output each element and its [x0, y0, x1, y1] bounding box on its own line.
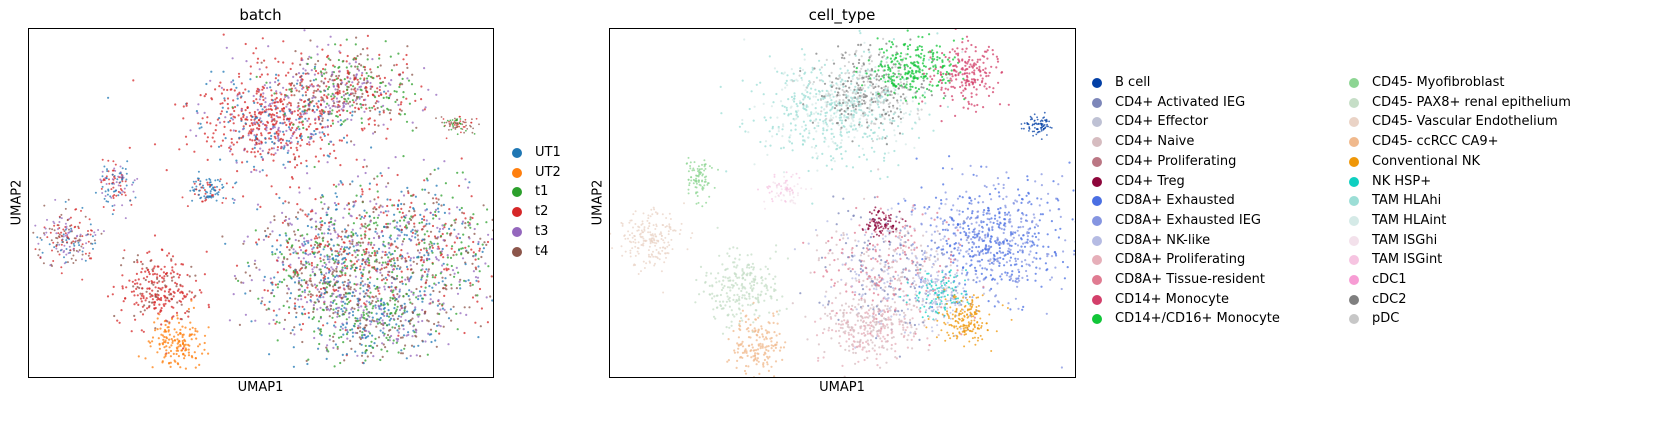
batch-legend-marker	[512, 187, 522, 198]
cell-type-legend-marker	[1092, 235, 1102, 246]
batch-cluster-point-group	[32, 198, 126, 281]
batch-legend-marker	[512, 246, 522, 257]
batch-legend-label: t3	[535, 223, 549, 239]
batch-cluster-point-group	[181, 170, 238, 208]
batch-legend-marker	[512, 207, 522, 218]
cell-type-x-axis-label: UMAP1	[819, 380, 865, 395]
cell-type-legend-label: CD45- ccRCC CA9+	[1372, 134, 1499, 150]
cell-type-legend-marker	[1092, 176, 1102, 187]
batch-cluster-point-group	[242, 129, 493, 357]
cell-type-legend-marker	[1092, 294, 1102, 305]
batch-legend: UT1 UT2 t1 t2 t3 t4	[512, 143, 592, 263]
batch-legend-label: t2	[535, 204, 549, 220]
cell-type-scatter-panel	[609, 28, 1076, 378]
cell-type-legend-marker	[1092, 137, 1102, 148]
cell-type-legend-label: CD8A+ Proliferating	[1115, 252, 1246, 268]
cell-type-legend-marker	[1349, 156, 1359, 167]
batch-y-axis-label: UMAP2	[9, 179, 25, 226]
batch-cluster-point-group	[435, 115, 480, 140]
batch-cluster-point-group	[94, 158, 139, 220]
cell-type-cluster-point-group	[1020, 111, 1053, 140]
cell-type-legend-label: CD4+ Activated IEG	[1115, 94, 1246, 110]
batch-legend-label: t4	[535, 243, 549, 259]
cell-type-legend-label: TAM ISGint	[1372, 252, 1443, 268]
cell-type-legend-marker	[1349, 314, 1359, 325]
batch-legend-label: UT2	[535, 164, 561, 180]
cell-type-legend-label: CD45- Myofibroblast	[1372, 75, 1505, 90]
cell-type-legend-label: CD45- Vascular Endothelium	[1372, 114, 1558, 130]
cell-type-legend-marker	[1349, 97, 1359, 108]
cell-type-legend-label: CD8A+ Tissue-resident	[1115, 272, 1265, 287]
cell-type-legend-marker	[1092, 78, 1102, 88]
cell-type-legend-marker	[1349, 196, 1359, 207]
cell-type-legend-marker	[1349, 78, 1359, 88]
cell-type-legend-label: NK HSP+	[1372, 173, 1432, 189]
cell-type-cluster-point-group	[897, 155, 1075, 369]
cell-type-legend-label: CD4+ Proliferating	[1115, 153, 1237, 169]
cell-type-legend-marker	[1092, 314, 1102, 325]
batch-cluster-point-group	[89, 234, 211, 355]
cell-type-legend-label: CD4+ Naive	[1115, 134, 1195, 150]
batch-legend-marker	[512, 226, 522, 237]
cell-type-legend-label: CD14+/CD16+ Monocyte	[1115, 311, 1280, 327]
cell-type-legend-label: CD45- PAX8+ renal epithelium	[1372, 94, 1571, 110]
cell-type-legend-marker	[1092, 255, 1102, 266]
cell-type-legend-marker	[1349, 176, 1359, 187]
cell-type-legend-marker	[1092, 117, 1102, 128]
cell-type-legend-label: CD8A+ Exhausted	[1115, 193, 1235, 209]
cell-type-cluster-point-group	[694, 226, 789, 335]
cell-type-legend-label: CD4+ Treg	[1115, 173, 1185, 189]
cell-type-legend-label: cDC2	[1372, 291, 1407, 307]
cell-type-legend-marker	[1349, 235, 1359, 246]
cell-type-cluster-point-group	[925, 288, 1013, 352]
cell-type-legend-marker	[1349, 255, 1359, 266]
cell-type-scatter-svg	[610, 29, 1075, 377]
cell-type-cluster-point-group	[793, 168, 992, 358]
cell-type-y-axis-label: UMAP2	[590, 179, 606, 226]
batch-scatter-svg	[32, 29, 493, 370]
cell-type-legend-marker	[1349, 275, 1359, 285]
cell-type-legend-marker	[1349, 215, 1359, 226]
cell-type-cluster-point-group	[726, 301, 787, 377]
batch-legend-label: UT1	[535, 145, 561, 160]
cell-type-cluster-point-group	[855, 29, 966, 105]
cell-type-cluster-point-group	[719, 29, 964, 205]
batch-cluster-point-group	[297, 256, 468, 368]
batch-cluster-point-group	[137, 299, 210, 370]
cell-type-legend-label: CD14+ Monocyte	[1115, 291, 1229, 307]
cell-type-legend-label: pDC	[1372, 311, 1400, 327]
batch-scatter-panel	[28, 28, 494, 378]
cell-type-legend-label: CD8A+ NK-like	[1115, 232, 1211, 248]
cell-type-legend-label: CD8A+ Exhausted IEG	[1115, 212, 1262, 228]
cell-type-legend-marker	[1092, 156, 1102, 167]
cell-type-legend-label: B cell	[1115, 75, 1151, 90]
cell-type-legend-marker	[1349, 294, 1359, 305]
cell-type-legend-marker	[1092, 215, 1102, 226]
cell-type-cluster-point-group	[685, 156, 719, 208]
cell-type-cluster-point-group	[861, 206, 907, 245]
cell-type-legend-marker	[1349, 117, 1359, 128]
cell-type-legend-marker	[1092, 97, 1102, 108]
cell-type-title: cell_type	[808, 6, 876, 24]
cell-type-legend: B cell CD4+ Activated IEG CD4+ Effector CD4…	[1092, 73, 1657, 338]
cell-type-cluster-point-group	[791, 292, 936, 377]
batch-cluster-point-group	[231, 29, 438, 161]
cell-type-legend-marker	[1349, 137, 1359, 148]
batch-x-axis-label: UMAP1	[237, 380, 284, 395]
cell-type-legend-label: TAM ISGhi	[1372, 232, 1438, 248]
cell-type-legend-marker	[1092, 196, 1102, 207]
batch-title: batch	[239, 6, 282, 24]
batch-legend-marker	[512, 167, 522, 178]
cell-type-legend-marker	[1092, 275, 1102, 285]
cell-type-legend-label: Conventional NK	[1372, 153, 1481, 169]
cell-type-legend-label: cDC1	[1372, 272, 1407, 287]
batch-legend-marker	[512, 148, 522, 158]
cell-type-legend-label: CD4+ Effector	[1115, 114, 1209, 130]
cell-type-cluster-point-group	[921, 29, 1010, 123]
cell-type-legend-label: TAM HLAint	[1372, 212, 1447, 228]
cell-type-cluster-point-group	[757, 171, 813, 210]
batch-legend-label: t1	[535, 184, 549, 200]
cell-type-cluster-point-group	[610, 202, 694, 294]
cell-type-legend-label: TAM HLAhi	[1372, 193, 1442, 209]
